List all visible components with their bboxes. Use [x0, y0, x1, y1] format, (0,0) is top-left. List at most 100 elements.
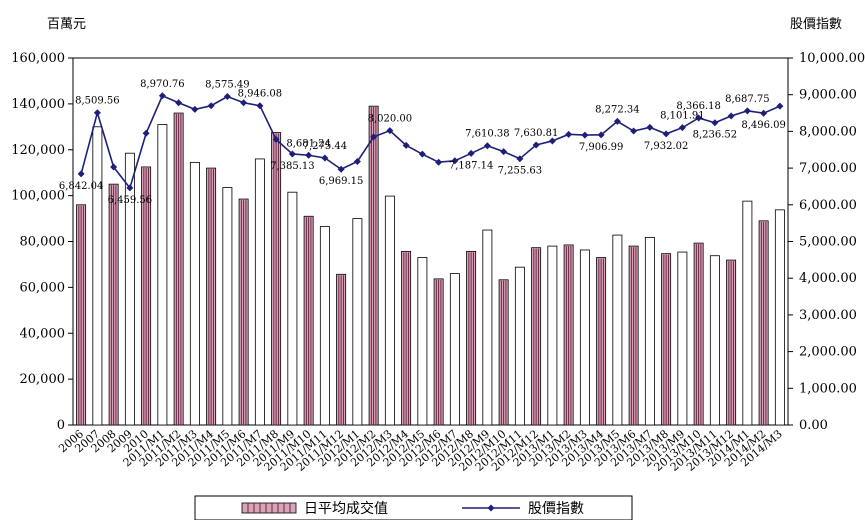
index-data-label: 7,610.38 [465, 129, 510, 140]
index-point [435, 158, 443, 166]
left-tick-label: 160,000 [11, 51, 65, 66]
volume-bar [384, 195, 395, 426]
index-point [630, 127, 638, 135]
volume-bar [92, 126, 103, 426]
index-point [418, 150, 426, 158]
index-point [77, 170, 85, 178]
index-data-label: 8,236.52 [693, 130, 738, 141]
index-data-label: 7,630.81 [514, 128, 559, 139]
volume-bar [547, 245, 558, 426]
index-data-label: 6,842.04 [59, 181, 104, 192]
index-point [110, 163, 118, 171]
right-tick-label: 7,000.00 [799, 161, 857, 176]
volume-bar [319, 226, 330, 426]
left-tick-label: 40,000 [20, 326, 66, 341]
volume-bar [482, 229, 493, 426]
index-point [548, 137, 556, 145]
volume-bar [774, 209, 785, 426]
index-point [451, 157, 459, 165]
index-point [565, 130, 573, 138]
index-point [305, 151, 313, 159]
right-axis-unit: 股價指數 [790, 17, 843, 32]
volume-bar [352, 218, 363, 426]
legend: 日平均成交值 股價指數 [194, 495, 633, 520]
index-data-label: 8,509.56 [75, 96, 120, 107]
right-tick-label: 1,000.00 [799, 381, 857, 396]
index-data-label: 8,272.34 [595, 104, 640, 115]
index-point [370, 133, 378, 141]
index-point [581, 131, 589, 139]
index-point [776, 102, 784, 110]
index-point [743, 107, 751, 115]
right-tick-label: 4,000.00 [799, 271, 857, 286]
index-point [467, 149, 475, 157]
volume-bar [579, 249, 590, 426]
index-data-label: 6,459.56 [108, 195, 153, 206]
index-point [272, 135, 280, 143]
index-data-label: 8,687.75 [725, 94, 770, 105]
volume-bar [254, 158, 265, 426]
right-tick-label: 2,000.00 [799, 345, 857, 360]
index-data-label: 7,275.44 [303, 141, 348, 152]
index-data-label: 8,020.00 [368, 114, 413, 125]
volume-bar [222, 187, 233, 426]
right-tick-label: 8,000.00 [799, 124, 857, 139]
volume-bar [124, 152, 135, 426]
index-point [126, 184, 134, 192]
left-tick-label: 100,000 [11, 189, 65, 204]
volume-bar [189, 161, 200, 426]
left-tick-label: 60,000 [20, 280, 66, 295]
volume-bar [514, 266, 525, 426]
index-data-label: 6,969.15 [319, 176, 364, 187]
left-tick-label: 20,000 [20, 372, 66, 387]
index-data-label: 7,932.02 [644, 141, 689, 152]
volume-bar [677, 251, 688, 426]
right-tick-label: 5,000.00 [799, 235, 857, 250]
volume-bar [644, 236, 655, 426]
legend-line-label: 股價指數 [528, 500, 584, 517]
index-point [662, 130, 670, 138]
legend-line-marker [487, 504, 495, 512]
index-point [500, 148, 508, 156]
right-tick-label: 3,000.00 [799, 308, 857, 323]
index-point [711, 119, 719, 127]
index-point [678, 124, 686, 132]
index-data-label: 8,575.49 [205, 80, 250, 91]
index-point [597, 131, 605, 139]
index-point [695, 114, 703, 122]
volume-bar [742, 200, 753, 426]
index-data-label: 8,496.09 [741, 120, 786, 131]
index-point [337, 165, 345, 173]
legend-bar-swatch [241, 502, 297, 514]
volume-bar [709, 255, 720, 426]
left-tick-label: 120,000 [11, 143, 65, 158]
volume-bar [157, 124, 168, 426]
index-point [760, 109, 768, 117]
index-point [93, 109, 101, 117]
right-tick-label: 6,000.00 [799, 198, 857, 213]
right-tick-label: 9,000.00 [799, 88, 857, 103]
index-point [402, 141, 410, 149]
index-point [288, 150, 296, 158]
index-point [240, 99, 248, 107]
index-data-label: 8,970.76 [140, 79, 185, 90]
left-axis-unit: 百萬元 [47, 17, 87, 32]
right-tick-label: 0.00 [799, 418, 828, 433]
index-data-label: 8,101.91 [660, 111, 705, 122]
index-data-label: 8,946.08 [238, 89, 283, 100]
left-tick-label: 0 [57, 418, 65, 433]
index-data-label: 8,366.18 [676, 101, 721, 112]
left-tick-label: 140,000 [11, 97, 65, 112]
index-point [483, 142, 491, 150]
index-data-label: 7,385.13 [270, 161, 315, 172]
index-point [256, 102, 264, 110]
volume-bar [449, 273, 460, 426]
left-tick-label: 80,000 [20, 235, 66, 250]
index-point [532, 141, 540, 149]
index-point [613, 117, 621, 125]
legend-bar-label: 日平均成交值 [304, 500, 388, 517]
index-point [223, 93, 231, 101]
index-point [158, 92, 166, 100]
